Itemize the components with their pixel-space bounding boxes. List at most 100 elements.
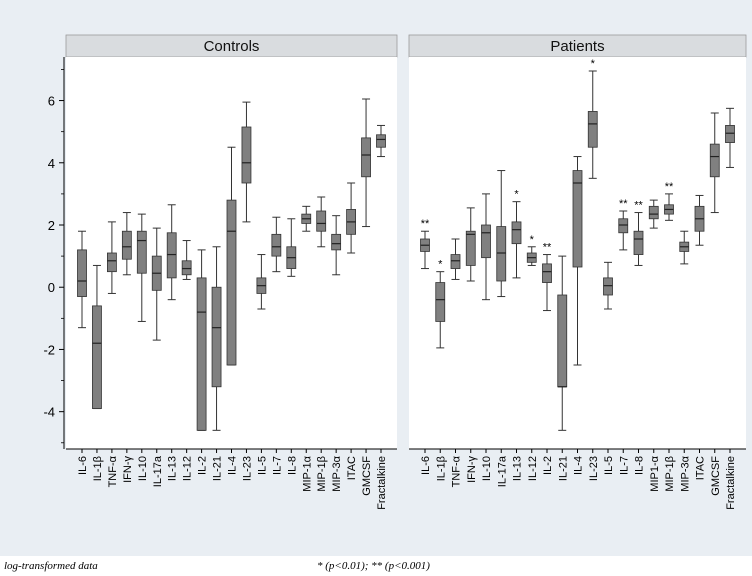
significance-marker: ** — [634, 200, 643, 212]
box-IL-12: * — [526, 234, 537, 266]
panel-title: Controls — [204, 38, 260, 55]
box-ITAC — [346, 182, 357, 254]
iqr-box — [572, 170, 583, 268]
box-TNF-α — [107, 221, 117, 294]
box-ITAC — [694, 194, 705, 246]
box-IL-17a — [151, 227, 162, 341]
box-IL-4 — [572, 156, 583, 366]
x-tick-label: IL-8 — [634, 456, 646, 475]
significance-note: * (p<0.01); ** (p<0.001) — [317, 560, 430, 572]
box-IL-23: * — [587, 58, 598, 179]
iqr-box — [587, 111, 598, 148]
significance-marker: ** — [619, 198, 628, 210]
iqr-box — [92, 305, 102, 409]
significance-marker: * — [514, 189, 519, 201]
x-tick-label: IL-5 — [256, 456, 268, 475]
iqr-box — [77, 249, 87, 297]
x-tick-label: MIP-3α — [331, 455, 343, 491]
iqr-box — [465, 230, 476, 266]
box-MIP-3α — [679, 230, 690, 265]
significance-marker: * — [591, 58, 596, 70]
x-tick-label: IL-23 — [588, 456, 600, 481]
box-TNF-α — [450, 238, 461, 280]
x-tick-label: IL-2 — [197, 456, 209, 475]
x-tick-label: IL-7 — [618, 456, 630, 475]
box-IL-8 — [286, 218, 297, 277]
y-tick-label: 0 — [48, 280, 55, 295]
box-IL-5 — [256, 254, 267, 310]
x-tick-label: IL-8 — [286, 456, 298, 475]
x-tick-label: IL-17a — [152, 455, 164, 487]
x-tick-label: IL-12 — [527, 456, 539, 481]
x-tick-label: MIP-3α — [679, 455, 691, 491]
x-tick-label: IL-1β — [92, 456, 104, 481]
x-tick-label: MIP1-α — [649, 455, 661, 491]
box-Fractalkine — [725, 107, 735, 168]
box-IL-13: * — [511, 189, 522, 279]
y-tick-label: 4 — [48, 156, 55, 171]
box-IL-4 — [226, 146, 237, 366]
iqr-box — [603, 277, 613, 296]
significance-marker: ** — [543, 242, 552, 254]
x-tick-label: IL-10 — [137, 456, 149, 481]
box-MIP-1β — [316, 196, 327, 248]
x-tick-label: IL-10 — [481, 456, 493, 481]
x-tick-label: IL-7 — [271, 456, 283, 475]
box-IL-7 — [271, 216, 282, 273]
x-tick-label: IL-4 — [573, 456, 585, 475]
box-GMCSF — [709, 112, 720, 214]
x-tick-label: TNF-α — [107, 455, 119, 487]
box-IL-21 — [211, 246, 222, 431]
box-IL-1β — [92, 264, 102, 410]
box-MIP-1α — [301, 205, 312, 232]
x-tick-label: IL-21 — [212, 456, 224, 481]
box-IL-1β: * — [435, 259, 446, 349]
iqr-box — [166, 232, 177, 279]
iqr-box — [211, 286, 222, 388]
iqr-box — [496, 226, 507, 282]
y-tick-label: -4 — [43, 405, 55, 420]
y-tick-label: 6 — [48, 94, 55, 109]
box-IL-10 — [136, 213, 147, 322]
x-tick-label: ITAC — [346, 456, 358, 480]
iqr-box — [511, 221, 522, 245]
x-tick-label: IL-12 — [182, 456, 194, 481]
iqr-box — [196, 277, 207, 431]
box-IL-10 — [481, 193, 491, 301]
y-tick-label: -2 — [43, 342, 55, 357]
y-tick-label: 2 — [48, 218, 55, 233]
x-tick-label: IL-1β — [435, 456, 447, 481]
box-GMCSF — [361, 98, 371, 228]
iqr-box — [481, 224, 491, 259]
box-IL-8: ** — [633, 200, 643, 266]
iqr-box — [557, 294, 568, 388]
panel-title: Patients — [550, 38, 604, 55]
x-tick-label: IL-6 — [77, 456, 89, 475]
x-tick-label: Fractalkine — [725, 456, 737, 510]
iqr-box — [226, 199, 237, 366]
x-tick-label: ITAC — [695, 456, 707, 480]
x-tick-label: MIP-1β — [316, 456, 328, 492]
iqr-box — [241, 126, 252, 184]
iqr-box — [376, 134, 386, 148]
x-tick-label: IL-13 — [512, 456, 524, 481]
significance-marker: * — [530, 234, 535, 246]
box-MIP-1β: ** — [664, 181, 674, 221]
significance-marker: ** — [665, 181, 674, 193]
iqr-box — [316, 210, 327, 232]
box-IL-7: ** — [618, 198, 628, 251]
y-axis: -4 -2 0 2 4 6 — [43, 57, 65, 449]
iqr-box — [331, 233, 342, 251]
box-IFN-γ — [121, 212, 132, 276]
iqr-box — [271, 233, 282, 257]
iqr-box — [121, 230, 132, 260]
iqr-box — [542, 263, 552, 283]
box-IL-5 — [603, 261, 613, 310]
x-tick-label: GMCSF — [710, 456, 722, 496]
box-IL-23 — [241, 101, 252, 223]
iqr-box — [361, 137, 371, 178]
iqr-box — [709, 143, 720, 178]
box-Fractalkine — [376, 124, 386, 158]
